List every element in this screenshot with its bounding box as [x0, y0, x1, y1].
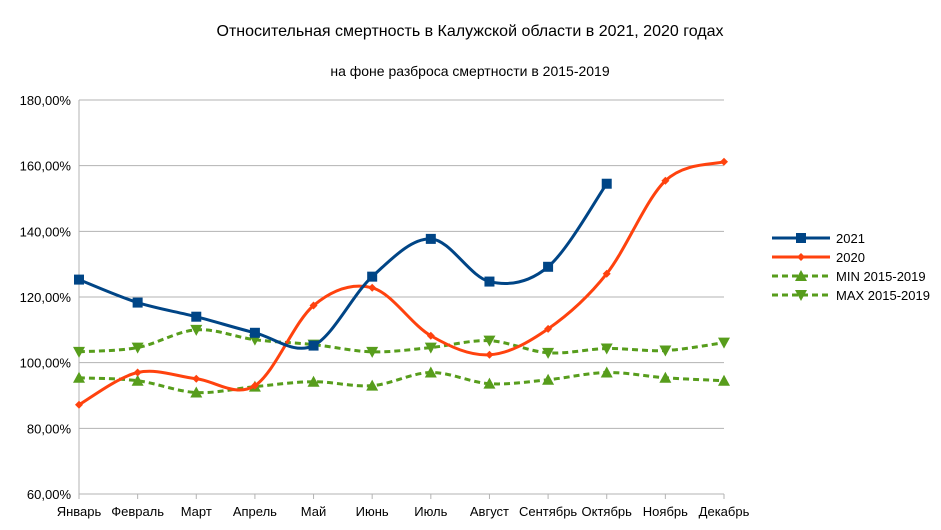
- series-line: [78, 182, 608, 350]
- marker-square: [601, 178, 612, 189]
- series-2020: [75, 157, 728, 409]
- marker-triangle-down: [73, 346, 85, 358]
- marker-square: [74, 274, 84, 285]
- x-tick-label: Март: [181, 504, 212, 519]
- marker-diamond: [797, 253, 805, 261]
- legend-label: 2020: [836, 250, 865, 265]
- marker-triangle-up: [366, 379, 379, 391]
- y-tick-label: 120,00%: [20, 290, 72, 305]
- y-tick-label: 180,00%: [20, 93, 72, 108]
- x-tick-label: Август: [470, 504, 509, 519]
- marker-square: [543, 261, 554, 272]
- marker-triangle-down: [131, 342, 144, 354]
- marker-triangle-up: [483, 377, 496, 389]
- marker-diamond: [544, 324, 553, 333]
- marker-triangle-down: [483, 335, 496, 347]
- marker-diamond: [75, 400, 83, 409]
- marker-triangle-down: [542, 347, 555, 359]
- x-tick-label: Октябрь: [582, 504, 633, 519]
- marker-triangle-up: [600, 366, 613, 378]
- legend-item: 2021: [772, 231, 865, 246]
- legend-item: MAX 2015-2019: [772, 288, 930, 303]
- x-axis: Январь Февраль Март Апрель Май Июнь Июль Август…: [57, 494, 750, 519]
- y-tick-label: 140,00%: [20, 224, 72, 239]
- x-tick-label: Апрель: [233, 504, 277, 519]
- marker-triangle-up: [73, 371, 85, 383]
- marker-square: [484, 276, 495, 287]
- grid: [78, 99, 724, 495]
- x-tick-label: Июнь: [356, 504, 389, 519]
- marker-triangle-up: [424, 366, 437, 378]
- legend-label: MAX 2015-2019: [836, 288, 930, 303]
- x-tick-label: Январь: [57, 504, 102, 519]
- marker-triangle-up: [659, 371, 672, 383]
- series-line: [78, 328, 725, 355]
- series-min-2015-2019: [73, 366, 730, 398]
- marker-diamond: [133, 368, 142, 377]
- x-tick-label: Сентябрь: [519, 504, 577, 519]
- legend-item: MIN 2015-2019: [772, 269, 926, 284]
- x-tick-label: Декабрь: [699, 504, 750, 519]
- marker-square: [249, 327, 260, 338]
- chart-title: Относительная смертность в Калужской обл…: [217, 23, 724, 40]
- marker-triangle-down: [718, 337, 730, 349]
- legend-label: 2021: [836, 231, 865, 246]
- marker-triangle-up: [542, 373, 555, 385]
- marker-triangle-up: [718, 374, 730, 386]
- marker-square: [367, 271, 378, 282]
- legend: 2021 2020 MIN 2015-2019 MAX 2015-2019: [772, 231, 930, 303]
- marker-square: [132, 297, 143, 308]
- series-max-2015-2019: [73, 324, 730, 359]
- marker-triangle-down: [424, 342, 437, 354]
- marker-diamond: [485, 350, 494, 359]
- x-tick-label: Июль: [414, 504, 447, 519]
- series-line: [78, 160, 725, 407]
- marker-diamond: [309, 301, 318, 310]
- marker-square: [191, 311, 202, 322]
- chart-subtitle: на фоне разброса смертности в 2015-2019: [330, 63, 609, 79]
- marker-triangle-down: [366, 346, 379, 358]
- marker-triangle-up: [795, 270, 807, 281]
- x-tick-label: Май: [301, 504, 326, 519]
- marker-triangle-up: [307, 375, 320, 387]
- marker-triangle-down: [190, 324, 203, 336]
- series-2021: [74, 178, 612, 351]
- y-tick-label: 60,00%: [27, 487, 72, 502]
- marker-diamond: [720, 157, 728, 166]
- marker-square: [796, 233, 806, 243]
- marker-triangle-down: [795, 290, 807, 301]
- marker-square: [308, 340, 319, 351]
- y-axis: 60,00% 80,00% 100,00% 120,00% 140,00% 160,00%…: [20, 93, 72, 502]
- x-tick-label: Февраль: [111, 504, 164, 519]
- series-group: [73, 157, 730, 409]
- y-tick-label: 160,00%: [20, 159, 72, 174]
- legend-item: 2020: [772, 250, 865, 265]
- marker-diamond: [368, 283, 377, 292]
- marker-triangle-up: [131, 374, 144, 386]
- marker-diamond: [426, 331, 435, 340]
- y-tick-label: 100,00%: [20, 356, 72, 371]
- marker-diamond: [602, 269, 611, 278]
- marker-diamond: [250, 381, 259, 390]
- x-tick-label: Ноябрь: [643, 504, 688, 519]
- marker-diamond: [192, 374, 201, 383]
- y-tick-label: 80,00%: [27, 421, 72, 436]
- legend-label: MIN 2015-2019: [836, 269, 926, 284]
- marker-diamond: [661, 176, 670, 185]
- marker-triangle-down: [659, 345, 672, 357]
- marker-square: [425, 233, 436, 244]
- series-line: [78, 371, 725, 395]
- marker-triangle-up: [190, 386, 203, 398]
- marker-triangle-down: [600, 343, 613, 355]
